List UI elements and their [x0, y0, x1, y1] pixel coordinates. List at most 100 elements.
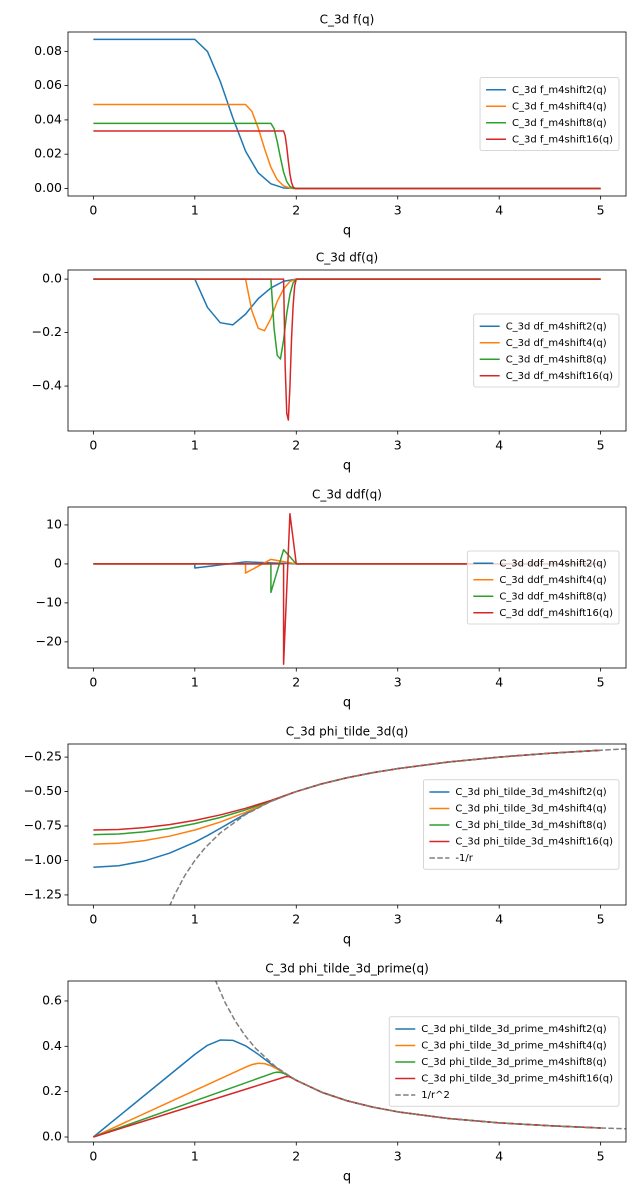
- legend-label: C_3d ddf_m4shift16(q): [499, 608, 613, 619]
- x-axis-label: q: [343, 696, 351, 711]
- series-line: [214, 981, 626, 1130]
- y-tick-label: 0.06: [34, 77, 62, 92]
- legend-label: C_3d ddf_m4shift8(q): [499, 591, 606, 602]
- series-line: [93, 278, 601, 332]
- x-axis-label: q: [343, 459, 351, 474]
- chart-title: C_3d phi_tilde_3d(q): [286, 725, 409, 739]
- series-line: [93, 561, 601, 569]
- legend-label: C_3d phi_tilde_3d_prime_m4shift8(q): [421, 1057, 606, 1068]
- y-tick-label: 0.0: [42, 1129, 62, 1144]
- x-tick-label: 3: [394, 912, 402, 927]
- y-tick-label: −1.00: [24, 852, 62, 867]
- y-tick-label: −0.2: [32, 324, 62, 339]
- legend-label: C_3d phi_tilde_3d_m4shift2(q): [455, 787, 606, 798]
- x-tick-label: 4: [495, 203, 503, 218]
- legend-box: [466, 550, 620, 625]
- series-line: [93, 278, 601, 421]
- y-tick-label: 0.02: [34, 146, 62, 161]
- series-line: [93, 513, 601, 665]
- x-tick-label: 3: [394, 203, 402, 218]
- series-line: [93, 278, 601, 326]
- legend-box: [479, 77, 620, 151]
- y-tick-label: −10: [36, 594, 62, 609]
- legend-label: C_3d phi_tilde_3d_prime_m4shift4(q): [421, 1041, 606, 1052]
- chart-title: C_3d f(q): [320, 13, 375, 27]
- x-tick-label: 0: [89, 675, 97, 690]
- chart-title: C_3d df(q): [316, 251, 378, 265]
- axes-frame: [67, 980, 627, 1143]
- x-tick-label: 2: [292, 675, 300, 690]
- series-line: [93, 278, 601, 360]
- axes-frame: [67, 506, 627, 669]
- series-line: [93, 548, 601, 594]
- y-tick-label: 0.04: [34, 111, 62, 126]
- legend-label: C_3d df_m4shift4(q): [506, 338, 607, 349]
- series-line: [93, 558, 601, 574]
- legend-label: C_3d phi_tilde_3d_prime_m4shift16(q): [421, 1074, 613, 1085]
- legend-label: C_3d phi_tilde_3d_m4shift8(q): [455, 820, 606, 831]
- chart-title: C_3d ddf(q): [312, 488, 382, 502]
- y-tick-label: 0: [54, 555, 62, 570]
- y-tick-label: 10: [46, 516, 62, 531]
- x-tick-label: 5: [597, 675, 605, 690]
- y-tick-label: 0.4: [42, 1038, 62, 1053]
- x-axis-label: q: [343, 1170, 351, 1185]
- series-line: [169, 748, 626, 905]
- legend-label: C_3d phi_tilde_3d_m4shift4(q): [455, 804, 606, 815]
- x-tick-label: 1: [191, 1149, 199, 1164]
- legend-label: C_3d df_m4shift16(q): [506, 371, 613, 382]
- legend-label: C_3d f_m4shift8(q): [512, 118, 607, 129]
- x-tick-label: 5: [597, 912, 605, 927]
- x-tick-label: 4: [495, 675, 503, 690]
- legend-label: C_3d ddf_m4shift2(q): [499, 558, 606, 569]
- x-tick-label: 3: [394, 675, 402, 690]
- x-tick-label: 4: [495, 438, 503, 453]
- x-tick-label: 1: [191, 203, 199, 218]
- legend-label: C_3d f_m4shift16(q): [512, 134, 613, 145]
- legend-box: [388, 1016, 620, 1107]
- y-tick-label: 0.0: [42, 271, 62, 286]
- y-tick-label: −1.25: [24, 886, 62, 901]
- y-tick-label: −0.50: [24, 783, 62, 798]
- x-tick-label: 4: [495, 1149, 503, 1164]
- x-tick-label: 2: [292, 1149, 300, 1164]
- axes-frame: [67, 31, 627, 197]
- x-tick-label: 2: [292, 203, 300, 218]
- x-tick-label: 0: [89, 1149, 97, 1164]
- x-tick-label: 5: [597, 1149, 605, 1164]
- x-tick-label: 1: [191, 675, 199, 690]
- x-tick-label: 3: [394, 1149, 402, 1164]
- legend-label: C_3d df_m4shift8(q): [506, 354, 607, 365]
- legend-label: C_3d df_m4shift2(q): [506, 321, 607, 332]
- x-tick-label: 3: [394, 438, 402, 453]
- x-tick-label: 1: [191, 912, 199, 927]
- y-tick-label: 0.6: [42, 992, 62, 1007]
- x-axis-label: q: [343, 933, 351, 948]
- legend-label: -1/r: [455, 853, 473, 864]
- y-tick-label: 0.00: [34, 180, 62, 195]
- y-tick-label: −20: [36, 633, 62, 648]
- x-tick-label: 1: [191, 438, 199, 453]
- legend-label: 1/r^2: [421, 1090, 450, 1101]
- axes-frame: [67, 269, 627, 432]
- x-tick-label: 0: [89, 203, 97, 218]
- y-tick-label: −0.75: [24, 818, 62, 833]
- legend-label: C_3d phi_tilde_3d_prime_m4shift2(q): [421, 1024, 606, 1035]
- y-tick-label: −0.25: [24, 749, 62, 764]
- axes-frame: [67, 743, 627, 906]
- series-line: [93, 130, 601, 190]
- chart-title: C_3d phi_tilde_3d_prime(q): [265, 962, 429, 976]
- legend-label: C_3d ddf_m4shift4(q): [499, 575, 606, 586]
- legend-box: [473, 313, 620, 388]
- y-tick-label: −0.4: [32, 378, 62, 393]
- x-tick-label: 0: [89, 438, 97, 453]
- legend-label: C_3d phi_tilde_3d_m4shift16(q): [455, 837, 613, 848]
- x-axis-label: q: [343, 224, 351, 239]
- x-tick-label: 5: [597, 203, 605, 218]
- x-tick-label: 2: [292, 438, 300, 453]
- x-tick-label: 2: [292, 912, 300, 927]
- legend-label: C_3d f_m4shift4(q): [512, 101, 607, 112]
- legend-label: C_3d f_m4shift2(q): [512, 85, 607, 96]
- legend-box: [423, 779, 620, 870]
